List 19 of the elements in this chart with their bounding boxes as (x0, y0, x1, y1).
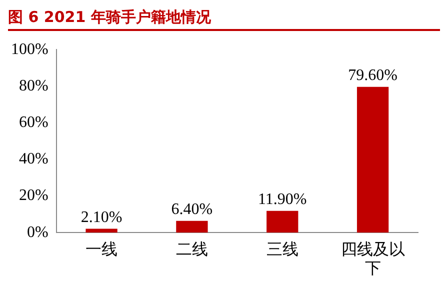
bar (176, 220, 208, 233)
data-label: 6.40% (171, 201, 213, 218)
y-tick-label: 80% (19, 77, 48, 94)
y-tick-label: 0% (27, 224, 48, 241)
y-tick-label: 20% (19, 187, 48, 204)
data-label: 79.60% (348, 67, 398, 84)
bar (266, 210, 298, 233)
y-tick-label: 40% (19, 150, 48, 168)
x-tick-label: 三线 (266, 240, 298, 258)
y-tick-label: 60% (19, 114, 48, 132)
bar (356, 86, 389, 233)
data-label: 11.90% (258, 191, 307, 208)
data-label: 2.10% (80, 208, 122, 226)
y-tick-label: 100% (11, 40, 48, 58)
x-tick-label: 四线及以下 (340, 240, 405, 278)
x-tick-label: 二线 (176, 240, 208, 258)
x-tick-label: 一线 (86, 240, 118, 258)
bar (86, 228, 118, 233)
chart-title: 图 6 2021 年骑手户籍地情况 (8, 8, 440, 31)
